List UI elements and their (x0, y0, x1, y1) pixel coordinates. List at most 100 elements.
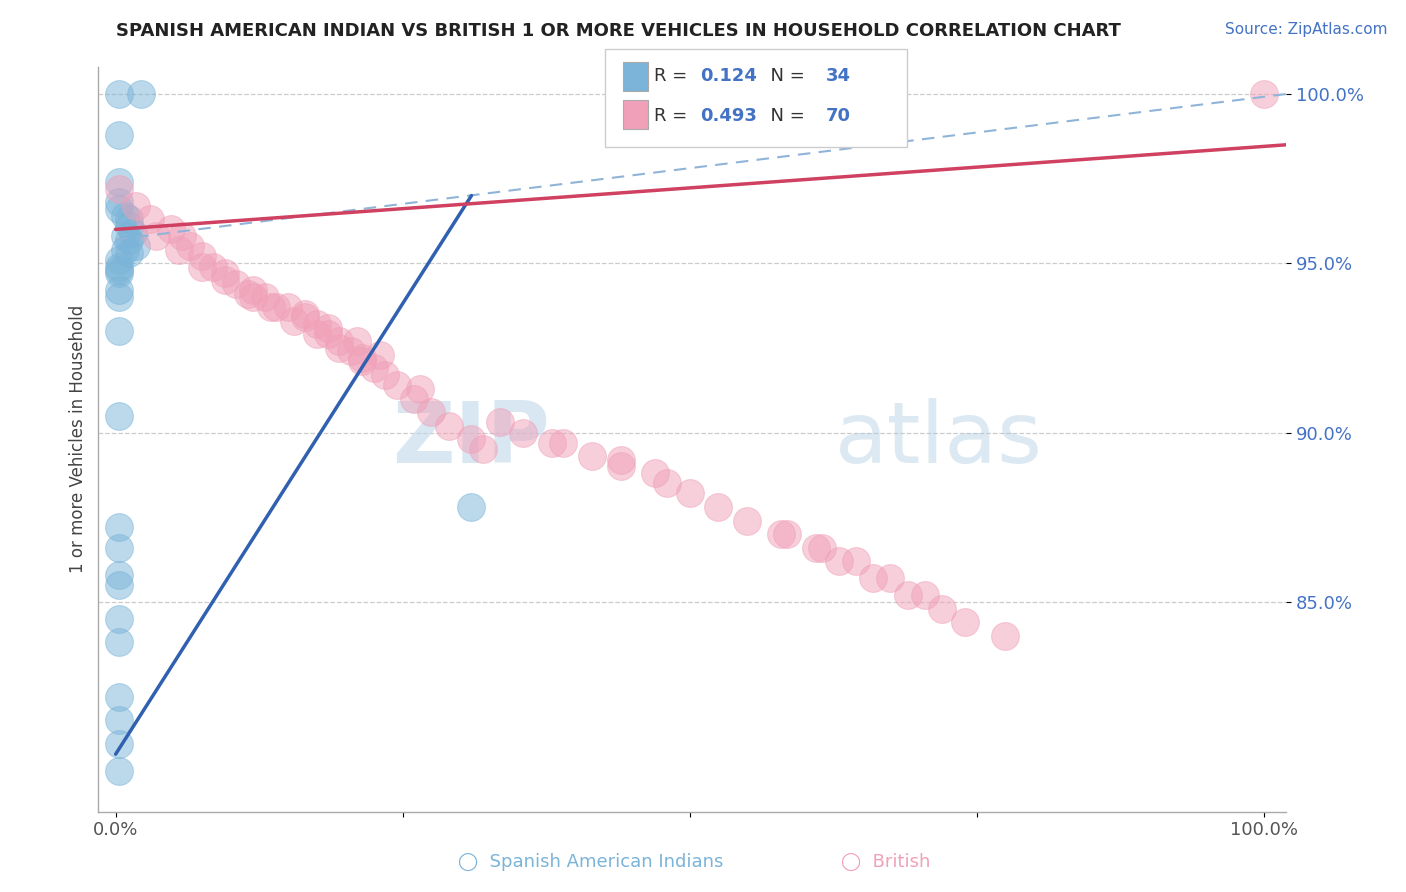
Point (489, 416, 512, 430)
Point (108, 290, 131, 304)
Point (340, 344, 363, 359)
Point (1253, 87, 1275, 101)
Point (114, 209, 136, 223)
Point (437, 418, 460, 433)
Point (202, 260, 225, 274)
Point (167, 243, 190, 257)
Point (581, 449, 603, 463)
Point (374, 368, 396, 382)
Point (879, 571, 901, 585)
Point (118, 233, 141, 247)
Text: Source: ZipAtlas.com: Source: ZipAtlas.com (1225, 22, 1388, 37)
Point (108, 612, 131, 626)
Text: 34: 34 (825, 67, 851, 85)
Point (108, 737, 131, 751)
Point (114, 229, 136, 244)
Point (735, 514, 758, 528)
Point (845, 554, 868, 568)
Point (862, 571, 884, 585)
Point (553, 435, 575, 450)
Point (897, 588, 920, 602)
Point (305, 317, 328, 331)
Text: R =: R = (654, 67, 693, 85)
Point (108, 175, 131, 189)
Point (108, 567, 131, 582)
Text: 0.124: 0.124 (700, 67, 756, 85)
Point (225, 277, 247, 291)
Point (242, 284, 264, 298)
Point (108, 520, 131, 534)
Point (776, 527, 799, 541)
Point (994, 629, 1017, 643)
Point (770, 527, 793, 541)
Point (108, 267, 131, 281)
Point (472, 442, 495, 457)
Text: R =: R = (654, 107, 693, 125)
Point (108, 635, 131, 649)
Text: SPANISH AMERICAN INDIAN VS BRITISH 1 OR MORE VEHICLES IN HOUSEHOLD CORRELATION C: SPANISH AMERICAN INDIAN VS BRITISH 1 OR … (117, 22, 1121, 40)
Text: 0.493: 0.493 (700, 107, 756, 125)
Point (108, 202, 131, 216)
Point (828, 554, 851, 568)
Point (328, 341, 350, 355)
Text: N =: N = (759, 67, 811, 85)
Point (283, 314, 305, 328)
Point (121, 226, 143, 240)
Text: ◯  British: ◯ British (841, 853, 931, 871)
Point (328, 334, 350, 348)
Point (810, 541, 832, 555)
Point (179, 239, 201, 253)
Point (114, 243, 136, 257)
Point (316, 327, 339, 342)
Point (259, 300, 281, 314)
Point (214, 273, 236, 287)
Point (125, 199, 148, 213)
Point (242, 290, 264, 304)
Point (190, 260, 212, 274)
Point (277, 300, 299, 314)
Point (678, 486, 700, 500)
Point (420, 405, 443, 419)
Point (512, 425, 534, 440)
Text: ZIP: ZIP (392, 398, 550, 481)
Point (253, 290, 276, 304)
Point (914, 588, 936, 602)
Point (368, 348, 391, 362)
Point (139, 212, 162, 227)
Point (190, 250, 212, 264)
Point (305, 327, 328, 342)
Point (108, 260, 131, 274)
Text: 70: 70 (825, 107, 851, 125)
Point (172, 229, 194, 244)
Text: N =: N = (759, 107, 811, 125)
Point (108, 284, 131, 298)
Point (352, 351, 374, 365)
Point (352, 354, 374, 368)
Point (108, 87, 131, 101)
Point (294, 310, 316, 325)
Point (346, 334, 368, 348)
Point (804, 541, 827, 555)
Point (953, 615, 976, 629)
Point (460, 500, 482, 514)
Point (316, 320, 339, 334)
Text: ◯  Spanish American Indians: ◯ Spanish American Indians (458, 853, 723, 871)
Point (214, 267, 236, 281)
Point (931, 601, 953, 615)
Point (108, 690, 131, 704)
Point (159, 222, 181, 236)
Point (108, 195, 131, 210)
Point (409, 382, 432, 396)
Point (118, 219, 141, 233)
Point (404, 392, 426, 406)
Point (108, 578, 131, 592)
Point (294, 307, 316, 321)
Point (108, 764, 131, 778)
Point (540, 435, 562, 450)
Point (236, 286, 259, 301)
Point (266, 300, 288, 314)
Point (118, 212, 141, 227)
Point (609, 452, 631, 467)
Y-axis label: 1 or more Vehicles in Household: 1 or more Vehicles in Household (69, 305, 87, 574)
Text: atlas: atlas (835, 398, 1043, 481)
